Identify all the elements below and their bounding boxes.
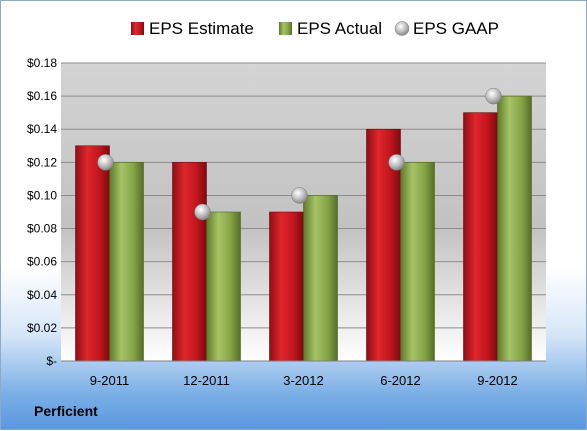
- y-tick-label: $0.06: [27, 255, 57, 269]
- bar-eps-actual: [303, 195, 338, 362]
- x-tick-label: 12-2011: [183, 373, 230, 388]
- x-axis-ticks: 9-2011 12-2011 3-2012 6-2012 9-2012: [90, 373, 518, 388]
- legend-swatch: [131, 22, 144, 35]
- marker-eps-gaap: [485, 87, 502, 105]
- x-tick-label: 9-2011: [90, 373, 130, 388]
- y-tick-label: $0.08: [27, 222, 57, 236]
- y-tick-label: $0.02: [27, 321, 57, 335]
- y-tick-label: $0.14: [27, 122, 57, 136]
- bar-eps-actual: [109, 162, 144, 362]
- y-tick-label: $0.10: [27, 188, 57, 202]
- legend-swatch: [279, 22, 292, 35]
- marker-eps-gaap: [97, 154, 114, 171]
- legend-label: EPS Actual: [297, 19, 382, 38]
- marker-eps-gaap: [291, 187, 308, 204]
- y-tick-label: $0.16: [27, 89, 57, 103]
- y-tick-label: $0.04: [27, 288, 57, 302]
- x-tick-label: 6-2012: [380, 373, 420, 388]
- y-axis-ticks: $- $0.02 $0.04 $0.06 $0.08 $0.10 $0.12 $0.14 $0.…: [27, 56, 57, 368]
- legend-label: EPS Estimate: [149, 19, 254, 38]
- gaap-markers: [97, 87, 502, 221]
- bar-eps-actual: [206, 211, 241, 362]
- bar-eps-estimate: [269, 211, 304, 362]
- marker-eps-gaap: [194, 203, 211, 221]
- bars: [75, 95, 532, 362]
- bar-eps-estimate: [172, 162, 207, 362]
- y-tick-label: $0.18: [27, 56, 57, 70]
- marker-eps-gaap: [388, 154, 405, 171]
- bar-eps-estimate: [75, 145, 110, 362]
- legend-label: EPS GAAP: [413, 19, 499, 38]
- bar-eps-actual: [497, 95, 532, 362]
- bar-eps-estimate: [463, 112, 498, 362]
- company-name: Perficient: [34, 403, 98, 419]
- y-tick-label: $-: [46, 354, 57, 368]
- x-tick-label: 9-2012: [477, 373, 517, 388]
- y-tick-label: $0.12: [27, 155, 57, 169]
- bar-eps-actual: [400, 162, 435, 362]
- legend-swatch: [394, 21, 410, 36]
- legend: EPS Estimate EPS Actual EPS GAAP: [131, 19, 499, 38]
- x-tick-label: 3-2012: [283, 373, 323, 388]
